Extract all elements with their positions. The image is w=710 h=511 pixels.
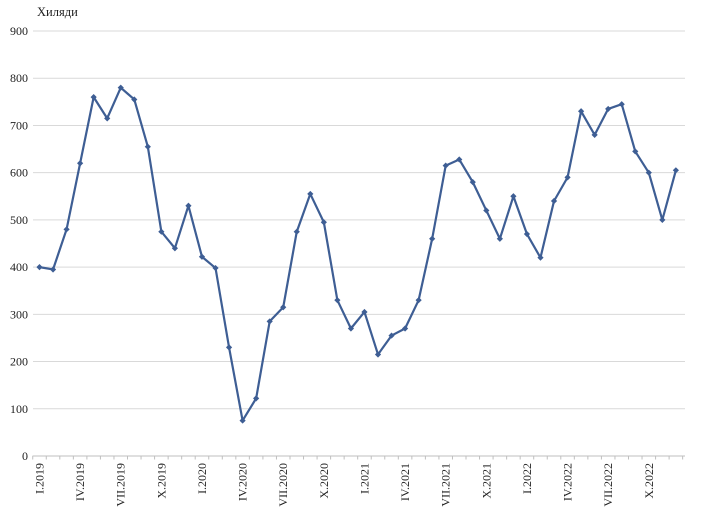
data-point-marker — [171, 245, 178, 252]
x-tick-label: X.2021 — [479, 463, 493, 499]
y-tick-label: 900 — [10, 24, 28, 38]
x-tick-label: VII.2019 — [114, 463, 128, 507]
data-point-marker — [469, 179, 476, 186]
series-line — [38, 86, 677, 422]
data-point-marker — [63, 226, 70, 233]
data-point-marker — [388, 332, 395, 339]
data-point-marker — [645, 169, 652, 176]
data-point-marker — [334, 297, 341, 304]
y-axis-labels: 0 100 200 300 400 500 600 700 800 900 — [10, 24, 28, 463]
data-point-marker — [401, 325, 409, 332]
data-point-marker — [49, 266, 57, 273]
x-tick-label: IV.2020 — [236, 463, 250, 501]
data-point-marker — [537, 254, 544, 261]
data-point-marker — [198, 253, 206, 260]
data-point-marker — [618, 101, 625, 108]
data-point-marker — [564, 174, 571, 181]
y-tick-label: 200 — [10, 355, 28, 369]
data-point-marker — [456, 156, 463, 163]
data-point-marker — [578, 108, 585, 115]
x-tick-label: VII.2021 — [439, 463, 453, 507]
data-point-marker — [225, 344, 233, 351]
data-point-marker — [307, 190, 314, 198]
y-tick-label: 100 — [10, 402, 28, 416]
x-tick-label: X.2020 — [317, 463, 331, 499]
x-tick-label: X.2019 — [154, 463, 168, 499]
data-point-marker — [144, 143, 151, 150]
data-point-marker — [117, 84, 124, 91]
y-tick-label: 800 — [10, 71, 28, 85]
data-point-marker — [523, 230, 531, 238]
data-point-marker — [632, 148, 639, 155]
data-point-marker — [374, 351, 382, 358]
data-point-marker — [293, 228, 300, 235]
data-point-marker — [320, 219, 327, 226]
x-tick-label: VII.2020 — [276, 463, 290, 507]
data-point-marker — [239, 417, 246, 424]
data-point-marker — [104, 115, 111, 122]
y-tick-label: 300 — [10, 307, 28, 321]
data-point-marker — [253, 395, 260, 402]
data-point-marker — [36, 264, 43, 271]
data-point-marker — [442, 162, 449, 169]
data-point-marker — [605, 105, 612, 113]
x-tick-label: I.2020 — [195, 463, 209, 494]
x-tick-label: I.2019 — [33, 463, 47, 494]
y-tick-label: 700 — [10, 118, 28, 132]
data-point-marker — [77, 160, 84, 167]
data-point-marker — [672, 167, 679, 174]
data-point-marker — [415, 297, 422, 304]
data-point-marker — [429, 235, 436, 242]
x-tick-label: VII.2022 — [601, 463, 615, 507]
x-tick-label: I.2022 — [520, 463, 534, 494]
x-axis-labels: I.2019 IV.2019 VII.2019 X.2019 I.2020 IV.2020… — [33, 463, 656, 507]
data-point-marker — [510, 193, 517, 200]
x-tick-label: IV.2022 — [561, 463, 575, 501]
x-tick-label: X.2022 — [642, 463, 656, 499]
x-tick-label: I.2021 — [357, 463, 371, 494]
data-point-marker — [131, 96, 138, 103]
axis-title: Хиляди — [37, 5, 78, 19]
data-point-marker — [212, 264, 219, 272]
data-point-marker — [550, 197, 558, 205]
data-point-marker — [483, 207, 490, 214]
gridlines — [33, 30, 685, 410]
y-tick-label: 500 — [10, 213, 28, 227]
data-point-marker — [659, 216, 666, 223]
x-axis — [32, 455, 685, 460]
data-point-marker — [347, 325, 355, 332]
y-tick-label: 600 — [10, 166, 28, 180]
data-point-marker — [185, 202, 192, 209]
x-tick-label: IV.2019 — [73, 463, 87, 501]
y-tick-label: 400 — [10, 260, 28, 274]
data-point-marker — [280, 304, 287, 311]
data-point-marker — [496, 235, 503, 242]
data-point-marker — [158, 228, 165, 235]
y-tick-label: 0 — [22, 449, 28, 463]
data-point-marker — [90, 94, 97, 101]
data-point-marker — [591, 131, 598, 138]
data-series — [36, 84, 679, 424]
data-point-marker — [361, 308, 368, 316]
data-point-marker — [266, 318, 273, 325]
x-tick-label: IV.2021 — [398, 463, 412, 501]
